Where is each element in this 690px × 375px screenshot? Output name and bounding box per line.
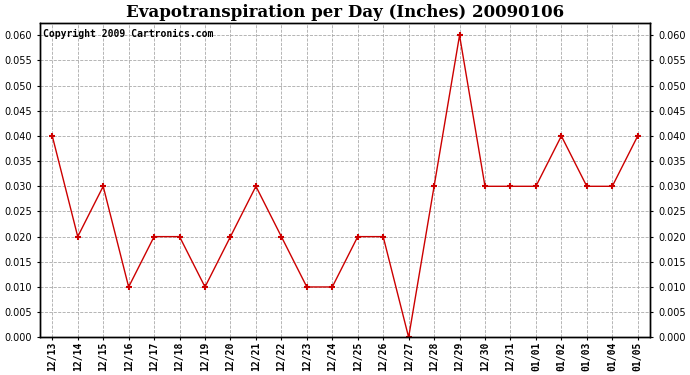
Text: Copyright 2009 Cartronics.com: Copyright 2009 Cartronics.com [43, 29, 213, 39]
Title: Evapotranspiration per Day (Inches) 20090106: Evapotranspiration per Day (Inches) 2009… [126, 4, 564, 21]
